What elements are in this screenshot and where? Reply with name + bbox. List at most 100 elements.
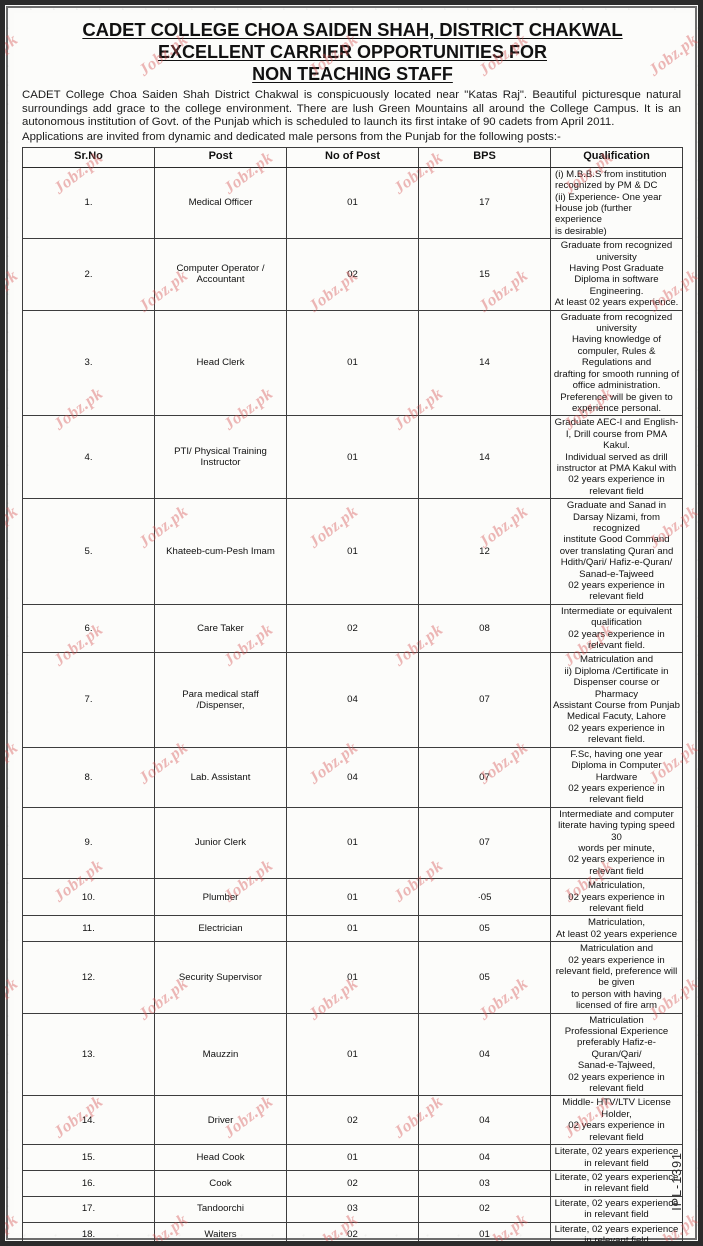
paper-surface: CADET COLLEGE CHOA SAIDEN SHAH, DISTRICT…	[14, 13, 691, 1241]
table-row: 3. Head Clerk 01 14 Graduate from recognized…	[22, 309, 683, 417]
cell-post: PTI/ Physical Training Instructor	[154, 415, 287, 500]
qualification-line: 02 years experience in relevant field.	[568, 628, 665, 652]
cell-sr: 15.	[22, 1144, 155, 1171]
cell-post: Junior Clerk	[154, 806, 287, 880]
cell-post: Medical Officer	[154, 166, 287, 240]
table-row: 14. Driver 02 04 Middle- HTV/LTV License Hol…	[22, 1095, 683, 1146]
cell-post: Tandoorchi	[154, 1195, 287, 1223]
qualification-line: Assistant Course from Punjab Medical Fac…	[553, 700, 680, 723]
cell-bps: 14	[418, 309, 551, 417]
cell-qualification: (i) M.B.B.S from institution recognized …	[550, 166, 683, 240]
cell-qualification: Matriculation and ii) Diploma /Certificat…	[550, 652, 683, 748]
qualification-line: words per minute,	[578, 842, 655, 854]
cell-sr: 13.	[22, 1012, 155, 1097]
table-row: 15. Head Cook 01 04 Literate, 02 years exper…	[22, 1144, 683, 1171]
cell-sr: 1.	[22, 166, 155, 240]
col-header-post: Post	[154, 147, 287, 168]
cell-no_of_post: 02	[286, 603, 419, 654]
qualification-line: Graduate from recognized university	[560, 311, 673, 335]
cell-no_of_post: 03	[286, 1195, 419, 1223]
qualification-line: Preference will be given to experience p…	[560, 391, 673, 414]
qualification-line: At least 02 years experience.	[554, 297, 679, 309]
table-row: 5. Khateeb-cum-Pesh Imam 01 12 Graduate and …	[22, 498, 683, 605]
qualification-line: Graduate and Sanad in Darsay Nizami, fro…	[566, 500, 667, 534]
qualification-line: Literate, 02 years experience in relevan…	[554, 1146, 679, 1169]
qualification-line: Matriculation,	[587, 880, 646, 892]
cell-qualification: Literate, 02 years experience in relevan…	[550, 1195, 683, 1223]
qualification-line: Graduate AEC-I and English-I, Drill cour…	[554, 417, 679, 452]
cell-bps: 02	[418, 1195, 551, 1223]
cell-qualification: Matriculation Professional Experience pre…	[550, 1012, 683, 1097]
cell-bps: 14	[418, 415, 551, 500]
table-head: Sr.No Post No of Post BPS Qualification	[22, 147, 683, 168]
col-header-no-of-post: No of Post	[286, 147, 419, 168]
qualification-line: Matriculation and	[579, 654, 654, 666]
qualification-line: Literate, 02 years experience in relevan…	[554, 1223, 679, 1246]
cell-qualification: Literate, 02 years experience in relevan…	[550, 1144, 683, 1171]
cell-sr: 16.	[22, 1169, 155, 1197]
cell-bps: 01	[418, 1221, 551, 1241]
cell-sr: 2.	[22, 238, 155, 311]
cell-no_of_post: 02	[286, 238, 419, 311]
qualification-line: Intermediate and computer literate havin…	[558, 808, 675, 843]
cell-qualification: Graduate and Sanad in Darsay Nizami, fro…	[550, 498, 683, 605]
cell-qualification: Literate, 02 years experience in relevan…	[550, 1221, 683, 1246]
cell-no_of_post: 01	[286, 915, 419, 943]
cell-sr: 5.	[22, 498, 155, 605]
qualification-line: 02 years experience in relevant field	[568, 1120, 665, 1143]
table-row: 1. Medical Officer 01 17 (i) M.B.B.S from in…	[22, 166, 683, 240]
qualification-line: F.Sc, having one year Diploma in Compute…	[570, 748, 663, 783]
qualification-line: ii) Diploma /Certificate in Dispenser co…	[564, 665, 669, 700]
cell-no_of_post: 01	[286, 1144, 419, 1171]
qualification-line: 02 years experience in relevant field, p…	[555, 954, 678, 989]
table-row: 9. Junior Clerk 01 07 Intermediate and compu…	[22, 806, 683, 880]
qualification-line: (i) M.B.B.S from institution recognized …	[555, 168, 667, 192]
cell-post: Head Cook	[154, 1144, 287, 1171]
cell-sr: 7.	[22, 652, 155, 748]
qualification-line: Matriculation	[589, 1014, 644, 1026]
cell-sr: 12.	[22, 941, 155, 1014]
cell-qualification: Matriculation, At least 02 years experien…	[550, 915, 683, 943]
cell-no_of_post: 01	[286, 498, 419, 605]
qualification-line: Literate, 02 years experience in relevan…	[554, 1171, 679, 1195]
table-row: 8. Lab. Assistant 04 07 F.Sc, having one yea…	[22, 746, 683, 808]
cell-post: Care Taker	[154, 603, 287, 654]
cell-post: Lab. Assistant	[154, 746, 287, 808]
col-header-qualification: Qualification	[550, 147, 683, 168]
intro-section: CADET College Choa Saiden Shah District …	[14, 87, 691, 144]
cell-bps: 07	[418, 746, 551, 808]
table-row: 11. Electrician 01 05 Matriculation, At least…	[22, 915, 683, 943]
cell-no_of_post: 02	[286, 1221, 419, 1241]
cell-bps: 07	[418, 652, 551, 748]
qualification-line: is desirable)	[555, 225, 607, 237]
cell-qualification: Matriculation and 02 years experience in …	[550, 941, 683, 1014]
cell-no_of_post: 01	[286, 415, 419, 500]
cell-bps: 15	[418, 238, 551, 311]
cell-no_of_post: 04	[286, 746, 419, 808]
table-body: 1. Medical Officer 01 17 (i) M.B.B.S from in…	[22, 166, 683, 1246]
table-row: 2. Computer Operator / Accountant 02 15 Grad…	[22, 238, 683, 311]
cell-no_of_post: 01	[286, 878, 419, 917]
qualification-line: Having knowledge of compuler, Rules & Re…	[571, 334, 662, 369]
cell-post: Plumber	[154, 878, 287, 917]
table-header-row: Sr.No Post No of Post BPS Qualification	[22, 147, 683, 168]
qualification-line: Hdith/Qari/ Hafiz-e-Quran/	[560, 557, 673, 569]
cell-sr: 17.	[22, 1195, 155, 1223]
qualification-line: Individual served as drill instructor at…	[556, 451, 677, 474]
cell-sr: 10.	[22, 878, 155, 917]
cell-bps: 05	[418, 941, 551, 1014]
table-row: 16. Cook 02 03 Literate, 02 years experience…	[22, 1169, 683, 1197]
qualification-line: 02 years experience in relevant field	[568, 1071, 665, 1095]
qualification-line: Matriculation and	[579, 943, 654, 955]
page-subtitle: EXCELLENT CARRIER OPPORTUNITIES FOR	[157, 42, 548, 62]
table-row: 10. Plumber 01·05 Matriculation, 02 years ex…	[22, 878, 683, 917]
qualification-line: Middle- HTV/LTV License Holder,	[562, 1097, 671, 1120]
cell-no_of_post: 04	[286, 652, 419, 748]
cell-sr: 8.	[22, 746, 155, 808]
cell-bps: 17	[418, 166, 551, 240]
cell-bps: ·05	[418, 878, 551, 917]
qualification-line: Matriculation,	[587, 917, 646, 929]
cell-qualification: Graduate from recognized university Havin…	[550, 309, 683, 417]
table-row: 7. Para medical staff /Dispenser, 04 07 Matr…	[22, 652, 683, 748]
